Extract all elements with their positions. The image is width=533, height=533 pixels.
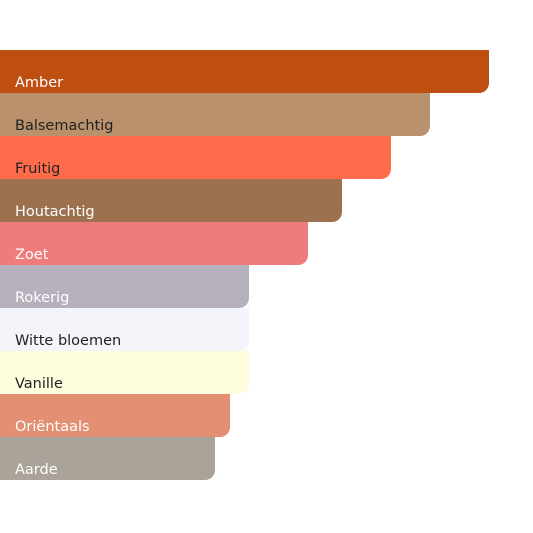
bar-label: Witte bloemen [15,333,122,349]
bar-aarde: Aarde [0,437,215,480]
bar-zoet: Zoet [0,222,308,265]
bar-vanille: Vanille [0,351,249,394]
bar-label: Aarde [15,462,58,478]
bar-amber: Amber [0,50,489,93]
bar-balsemachtig: Balsemachtig [0,93,430,136]
bar-witte-bloemen: Witte bloemen [0,308,249,351]
bar-label: Rokerig [15,290,70,306]
bar-label: Houtachtig [15,204,95,220]
bar-label: Zoet [15,247,49,263]
bar-fruitig: Fruitig [0,136,391,179]
bar-label: Fruitig [15,161,61,177]
bar-oriëntaals: Oriëntaals [0,394,230,437]
bar-label: Balsemachtig [15,118,114,134]
bar-label: Vanille [15,376,63,392]
bar-label: Amber [15,75,64,91]
bar-label: Oriëntaals [15,419,90,435]
bar-rokerig: Rokerig [0,265,249,308]
bar-houtachtig: Houtachtig [0,179,342,222]
